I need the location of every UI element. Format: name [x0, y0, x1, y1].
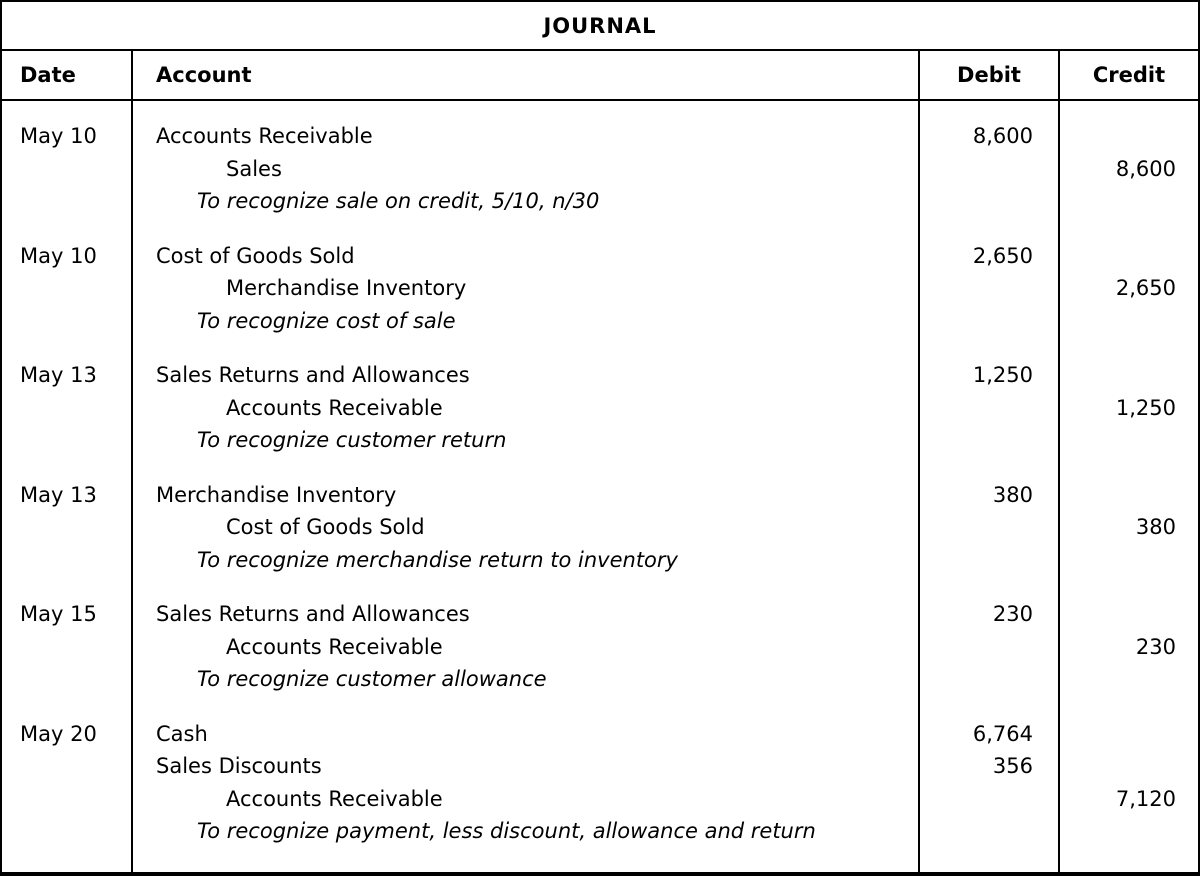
- entry-debit-cell: 230: [920, 598, 1060, 718]
- entry-account-cell: Cash Sales Discounts Accounts Receivable To…: [133, 717, 920, 870]
- credit-amount: [1060, 424, 1198, 457]
- account-name: Sales Returns and Allowances: [156, 602, 470, 626]
- column-header-debit: Debit: [920, 51, 1060, 99]
- credit-amount: 380: [1135, 515, 1176, 539]
- credit-amount: [1060, 598, 1198, 631]
- debit-amount: [920, 511, 1058, 544]
- credit-amount: [1060, 663, 1198, 696]
- entry-date-cell: May 10: [2, 239, 133, 359]
- debit-amount: 8,600: [972, 124, 1033, 148]
- column-header-date: Date: [2, 51, 133, 99]
- column-header-credit: Credit: [1092, 63, 1166, 87]
- credit-amount: 2,650: [1115, 276, 1176, 300]
- entry-date: May 15: [20, 602, 97, 626]
- entry-date: May 13: [20, 363, 97, 387]
- entry-date: May 13: [20, 482, 97, 507]
- entry-description: To recognize customer allowance: [197, 667, 547, 691]
- credit-amount: [1060, 359, 1198, 392]
- account-name: Cost of Goods Sold: [226, 515, 425, 539]
- entry-description: To recognize sale on credit, 5/10, n/30: [197, 189, 600, 213]
- entry-debit-cell: 380: [920, 478, 1060, 598]
- entry-date: May 10: [20, 243, 97, 268]
- credit-amount: [1060, 240, 1198, 273]
- debit-amount: [920, 153, 1058, 186]
- credit-amount: 7,120: [1115, 786, 1176, 811]
- entry-account-cell: Merchandise Inventory Cost of Goods Sold T…: [133, 478, 920, 598]
- account-name: Merchandise Inventory: [226, 276, 467, 300]
- account-name: Sales Discounts: [156, 754, 322, 778]
- debit-amount: [920, 631, 1058, 664]
- filler-cell: [2, 869, 133, 872]
- entry-date-cell: May 13: [2, 359, 133, 479]
- account-name: Accounts Receivable: [226, 786, 443, 811]
- credit-amount: 1,250: [1115, 395, 1176, 420]
- debit-amount: 2,650: [972, 243, 1033, 268]
- debit-amount: [920, 544, 1058, 577]
- account-name: Merchandise Inventory: [156, 482, 397, 507]
- debit-amount: [920, 663, 1058, 696]
- entry-account-cell: Sales Returns and Allowances Accounts Rec…: [133, 359, 920, 479]
- entry-account-cell: Accounts Receivable Sales To recognize sal…: [133, 101, 920, 240]
- debit-amount: 356: [992, 754, 1033, 778]
- debit-amount: 380: [992, 482, 1033, 507]
- entry-date-cell: May 10: [2, 101, 133, 240]
- entry-date: May 10: [20, 124, 97, 148]
- entry-date-cell: May 15: [2, 598, 133, 718]
- credit-amount: 8,600: [1115, 156, 1176, 181]
- account-name: Accounts Receivable: [156, 124, 373, 148]
- account-name: Accounts Receivable: [226, 395, 443, 420]
- entry-date-cell: May 13: [2, 478, 133, 598]
- credit-amount: [1060, 479, 1198, 512]
- entry-date-cell: May 20: [2, 717, 133, 870]
- debit-amount: [920, 392, 1058, 425]
- debit-amount: 230: [992, 602, 1033, 626]
- entry-debit-cell: 8,600: [920, 101, 1060, 240]
- debit-amount: 1,250: [972, 363, 1033, 387]
- account-name: Accounts Receivable: [226, 634, 443, 659]
- credit-amount: [1060, 815, 1198, 848]
- entry-description: To recognize merchandise return to inven…: [197, 547, 678, 572]
- debit-amount: 6,764: [972, 721, 1033, 746]
- entry-description: To recognize cost of sale: [197, 308, 456, 333]
- filler-cell: [1060, 870, 1198, 873]
- account-name: Cost of Goods Sold: [156, 243, 355, 268]
- credit-amount: [1060, 750, 1198, 783]
- entry-credit-cell: 1,250: [1060, 359, 1198, 479]
- filler-cell: [133, 869, 920, 872]
- entry-debit-cell: 1,250: [920, 359, 1060, 479]
- entry-credit-cell: 230: [1060, 598, 1198, 718]
- credit-amount: [1060, 185, 1198, 218]
- credit-amount: [1060, 305, 1198, 338]
- entry-debit-cell: 2,650: [920, 239, 1060, 359]
- debit-amount: [920, 424, 1058, 457]
- journal-body: May 10 Accounts Receivable Sales To recogn…: [2, 101, 1198, 872]
- account-name: Sales: [226, 156, 282, 181]
- journal-header-row: Date Account Debit Credit: [2, 51, 1198, 101]
- journal-title: JOURNAL: [2, 2, 1198, 51]
- entry-credit-cell: 2,650: [1060, 240, 1198, 360]
- credit-amount: [1060, 544, 1198, 577]
- debit-amount: [920, 185, 1058, 218]
- entry-credit-cell: 7,120: [1060, 718, 1198, 870]
- debit-amount: [920, 783, 1058, 816]
- account-name: Sales Returns and Allowances: [156, 363, 470, 387]
- entry-account-cell: Cost of Goods Sold Merchandise Inventory T…: [133, 239, 920, 359]
- debit-amount: [920, 272, 1058, 305]
- credit-amount: 230: [1135, 634, 1176, 659]
- entry-description: To recognize payment, less discount, all…: [197, 819, 816, 843]
- credit-amount: [1060, 120, 1198, 153]
- entry-credit-cell: 380: [1060, 479, 1198, 599]
- entry-date: May 20: [20, 721, 97, 746]
- debit-amount: [920, 305, 1058, 338]
- entry-account-cell: Sales Returns and Allowances Accounts Rec…: [133, 598, 920, 718]
- filler-cell: [920, 869, 1060, 872]
- column-header-account: Account: [133, 51, 920, 99]
- credit-amount: [1060, 718, 1198, 751]
- entry-description: To recognize customer return: [197, 428, 507, 452]
- debit-amount: [920, 815, 1058, 848]
- account-name: Cash: [156, 721, 208, 746]
- entry-debit-cell: 6,764 356: [920, 717, 1060, 870]
- entry-credit-cell: 8,600: [1060, 101, 1198, 240]
